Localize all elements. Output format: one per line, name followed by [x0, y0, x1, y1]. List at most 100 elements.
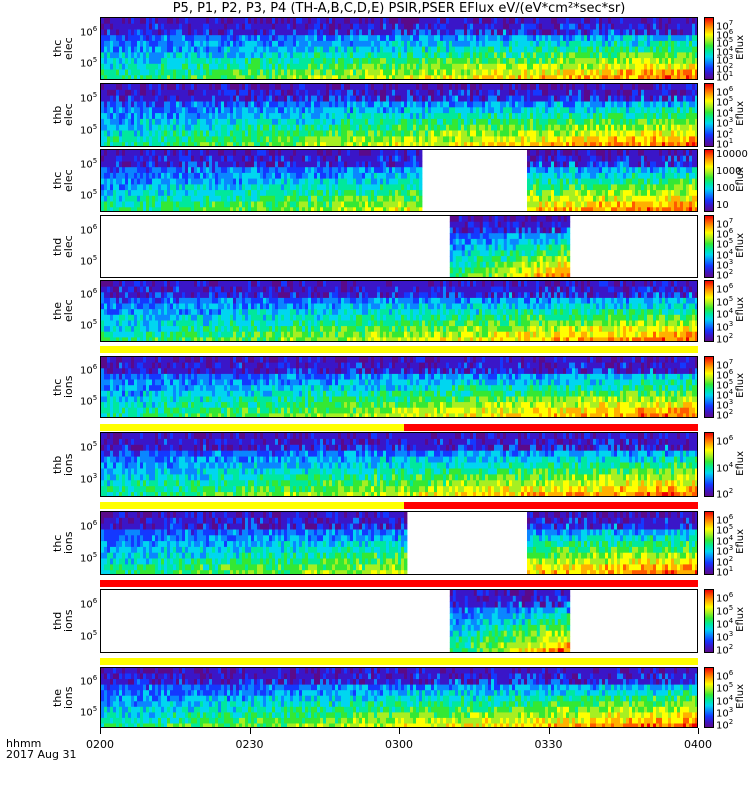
spectrogram-cell: [530, 35, 534, 42]
spectrogram-cell: [173, 201, 177, 208]
spectrogram-cell: [431, 118, 435, 126]
spectrogram-cell: [365, 35, 369, 42]
spectrogram-cell: [155, 195, 159, 202]
spectrogram-cell: [131, 58, 135, 65]
spectrogram-cell: [281, 89, 285, 97]
spectrogram-cell: [371, 84, 375, 91]
spectrogram-cell: [329, 23, 333, 30]
spectrogram-cell: [446, 136, 450, 143]
spectrogram-cell: [617, 46, 621, 53]
spectrogram-cell: [176, 107, 180, 114]
spectrogram-cell: [233, 142, 237, 146]
spectrogram-cell: [356, 75, 360, 79]
spectrogram-cell: [515, 101, 519, 108]
spectrogram-cell: [458, 142, 462, 146]
spectrogram-cell: [617, 63, 621, 70]
spectrogram-cell: [134, 113, 138, 120]
spectrogram-cell: [239, 63, 243, 70]
spectrogram-cell: [164, 201, 168, 208]
spectrogram-cell: [422, 84, 426, 91]
spectrogram-cell: [569, 113, 573, 120]
spectrogram-cell: [242, 118, 246, 126]
spectrogram-cell: [659, 113, 663, 120]
spectrogram-cell: [413, 69, 417, 76]
spectrogram-cell: [203, 172, 207, 180]
spectrogram-cell: [146, 75, 150, 79]
spectrogram-cell: [296, 29, 300, 36]
spectrogram-cell: [587, 46, 591, 53]
spectrogram-cell: [560, 18, 564, 25]
spectrogram-cell: [407, 35, 411, 42]
spectrogram-cell: [515, 46, 519, 53]
spectrogram-cell: [104, 172, 108, 180]
spectrogram-cell: [350, 113, 354, 120]
spectrogram-cell: [644, 40, 648, 48]
spectrogram-cell: [272, 63, 276, 70]
spectrogram-cell: [347, 142, 351, 146]
spectrogram-cell: [527, 84, 531, 91]
spectrogram-cell: [500, 84, 504, 91]
spectrogram-cell: [398, 58, 402, 65]
spectrogram-cell: [155, 95, 159, 102]
spectrogram-cell: [401, 130, 405, 137]
spectrogram-cell: [224, 89, 228, 97]
spectrogram-cell: [392, 89, 396, 97]
spectrogram-cell: [296, 118, 300, 126]
spectrogram-cell: [194, 155, 198, 162]
spectrogram-cell: [287, 101, 291, 108]
spectrogram-cell: [257, 63, 261, 70]
spectrogram-cell: [494, 142, 498, 146]
spectrogram-cell: [620, 46, 624, 53]
spectrogram-cell: [455, 84, 459, 91]
spectrogram-cell: [482, 23, 486, 30]
spectrogram-cell: [557, 52, 561, 59]
spectrogram-cell: [653, 118, 657, 126]
spectrogram-cell: [272, 130, 276, 137]
spectrogram-cell: [209, 130, 213, 137]
spectrogram-cell: [422, 118, 426, 126]
spectrogram-cell: [194, 118, 198, 126]
spectrogram-cell: [422, 35, 426, 42]
spectrogram-cell: [440, 130, 444, 137]
spectrogram-cell: [263, 101, 267, 108]
spectrogram-cell: [635, 46, 639, 53]
spectrogram-cell: [587, 29, 591, 36]
spectrogram-cell: [191, 89, 195, 97]
spectrogram-cell: [548, 40, 552, 48]
spectrogram-cell: [143, 75, 147, 79]
spectrogram-cell: [443, 89, 447, 97]
spectrogram-cell: [683, 95, 687, 102]
spectrogram-cell: [467, 107, 471, 114]
spectrogram-cell: [152, 46, 156, 53]
spectrogram-cell: [179, 118, 183, 126]
spectrogram-cell: [188, 167, 192, 174]
spectrogram-cell: [302, 95, 306, 102]
spectrogram-cell: [128, 178, 132, 185]
spectrogram-cell: [575, 124, 579, 131]
spectrogram-cell: [284, 63, 288, 70]
spectrogram-cell: [359, 142, 363, 146]
spectrogram-cell: [689, 46, 693, 53]
spectrogram-cell: [431, 136, 435, 143]
spectrogram-cell: [152, 124, 156, 131]
spectrogram-cell: [296, 35, 300, 42]
spectrogram-cell: [338, 18, 342, 25]
spectrogram-cell: [107, 63, 111, 70]
spectrogram-cell: [344, 46, 348, 53]
spectrogram-cell: [260, 52, 264, 59]
spectrogram-cell: [353, 142, 357, 146]
spectrogram-cell: [590, 23, 594, 30]
spectrogram-cell: [206, 35, 210, 42]
spectrogram-cell: [335, 95, 339, 102]
spectrogram-cell: [278, 52, 282, 59]
spectrogram-cell: [569, 40, 573, 48]
spectrogram-cell: [176, 195, 180, 202]
spectrogram-cell: [239, 130, 243, 137]
spectrogram-cell: [179, 130, 183, 137]
spectrogram-cell: [689, 84, 693, 91]
spectrogram-cell: [212, 178, 216, 185]
spectrogram-cell: [224, 130, 228, 137]
spectrogram-cell: [659, 18, 663, 25]
spectrogram-cell: [401, 75, 405, 79]
spectrogram-cell: [254, 155, 258, 162]
